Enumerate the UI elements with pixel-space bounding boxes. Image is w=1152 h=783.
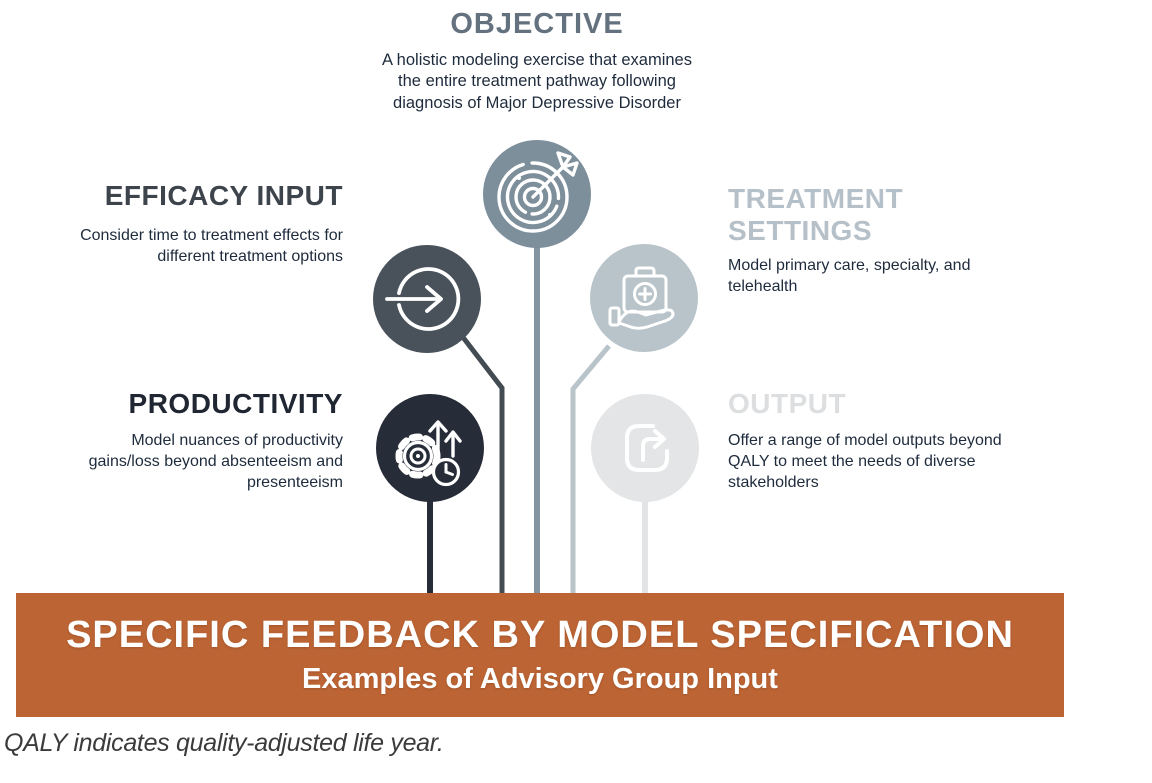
treatment-connector-line	[570, 344, 611, 596]
gear-growth-clock-icon	[395, 420, 462, 487]
output-heading: OUTPUT	[728, 388, 847, 419]
footnote: QALY indicates quality-adjusted life yea…	[4, 729, 444, 757]
arrow-into-circle-icon	[385, 267, 461, 331]
treatment-node-circle	[590, 244, 698, 352]
objective-heading: OBJECTIVE	[450, 8, 624, 40]
productivity-heading: PRODUCTIVITY	[128, 388, 343, 419]
banner-title: SPECIFIC FEEDBACK BY MODEL SPECIFICATION	[66, 614, 1014, 656]
banner-subtitle: Examples of Advisory Group Input	[302, 663, 778, 695]
objective-node-circle	[483, 140, 591, 248]
treatment-settings-description: Model primary care, specialty, and teleh…	[728, 257, 971, 295]
treatment-settings-heading: TREATMENT SETTINGS	[728, 183, 904, 247]
efficacy-connector-line	[460, 334, 505, 596]
banner: SPECIFIC FEEDBACK BY MODEL SPECIFICATION…	[16, 593, 1064, 717]
productivity-description: Model nuances of productivity gains/loss…	[88, 432, 343, 491]
efficacy-input-description: Consider time to treatment effects for d…	[80, 227, 343, 265]
efficacy-input-heading: EFFICACY INPUT	[104, 180, 343, 211]
productivity-node-circle	[376, 394, 484, 502]
efficacy-node-circle	[373, 245, 481, 353]
output-node-circle	[591, 394, 699, 502]
hand-holding-first-aid-kit-icon	[608, 266, 675, 330]
share-output-icon	[625, 424, 669, 472]
target-arrow-icon	[497, 151, 579, 233]
objective-description: A holistic modeling exercise that examin…	[382, 51, 692, 112]
output-description: Offer a range of model outputs beyond QA…	[728, 432, 1002, 491]
